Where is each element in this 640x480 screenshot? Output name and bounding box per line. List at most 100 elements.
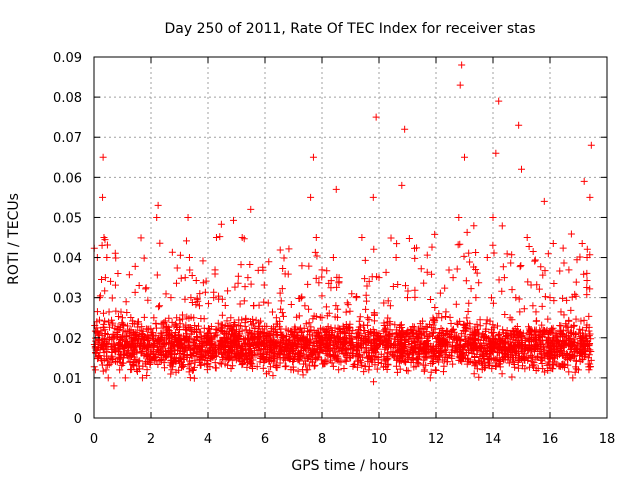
x-tick-label: 8	[318, 432, 326, 447]
data-point	[587, 348, 595, 356]
data-point	[538, 321, 546, 329]
data-point	[370, 378, 378, 386]
data-point	[552, 330, 560, 338]
data-point	[216, 345, 224, 353]
data-point	[168, 349, 176, 357]
data-point	[560, 344, 568, 352]
data-point	[510, 331, 518, 339]
data-point	[480, 354, 488, 362]
data-point	[243, 363, 251, 371]
data-point	[294, 367, 302, 375]
data-point	[551, 358, 559, 366]
y-tick-label: 0.03	[53, 292, 82, 307]
data-point	[474, 329, 482, 337]
data-point	[374, 359, 382, 367]
data-point	[188, 271, 196, 279]
data-point	[382, 268, 390, 276]
data-point	[289, 357, 297, 365]
data-point	[492, 149, 500, 157]
data-point	[399, 327, 407, 335]
data-point	[371, 328, 379, 336]
data-points	[90, 61, 595, 390]
data-point	[122, 298, 130, 306]
data-point	[494, 331, 502, 339]
data-point	[361, 363, 369, 371]
data-point	[101, 317, 109, 325]
data-point	[322, 303, 330, 311]
data-point	[229, 216, 237, 224]
data-point	[100, 356, 108, 364]
data-point	[515, 340, 523, 348]
data-point	[470, 370, 478, 378]
data-point	[332, 348, 340, 356]
data-point	[455, 213, 463, 221]
data-point	[431, 230, 439, 238]
data-point	[196, 342, 204, 350]
data-point	[556, 344, 564, 352]
data-point	[465, 347, 473, 355]
data-point	[384, 350, 392, 358]
data-point	[380, 299, 388, 307]
data-point	[298, 262, 306, 270]
data-point	[545, 336, 553, 344]
data-point	[539, 271, 547, 279]
data-point	[420, 342, 428, 350]
data-point	[342, 349, 350, 357]
data-point	[135, 281, 143, 289]
data-point	[550, 297, 558, 305]
data-point	[322, 325, 330, 333]
data-point	[264, 299, 272, 307]
data-point	[349, 351, 357, 359]
data-point	[211, 364, 219, 372]
data-point	[177, 335, 185, 343]
data-point	[381, 332, 389, 340]
data-point	[114, 326, 122, 334]
data-point	[244, 274, 252, 282]
data-point	[127, 335, 135, 343]
data-point	[131, 288, 139, 296]
data-point	[168, 248, 176, 256]
data-point	[101, 287, 109, 295]
data-point	[94, 355, 102, 363]
y-tick-label: 0.08	[53, 91, 82, 106]
data-point	[519, 329, 527, 337]
data-point	[521, 342, 529, 350]
data-point	[99, 193, 107, 201]
data-point	[208, 334, 216, 342]
data-point	[489, 299, 497, 307]
data-point	[437, 325, 445, 333]
data-point	[576, 329, 584, 337]
data-point	[462, 277, 470, 285]
data-point	[538, 337, 546, 345]
data-point	[342, 357, 350, 365]
data-point	[309, 358, 317, 366]
x-tick-label: 18	[599, 432, 616, 447]
data-point	[439, 356, 447, 364]
data-point	[524, 278, 532, 286]
data-point	[203, 366, 211, 374]
data-point	[108, 294, 116, 302]
data-point	[172, 358, 180, 366]
data-point	[508, 251, 516, 259]
x-tick-label: 10	[371, 432, 388, 447]
data-point	[549, 342, 557, 350]
data-point	[556, 267, 564, 275]
data-point	[556, 322, 564, 330]
data-point	[162, 347, 170, 355]
data-point	[130, 320, 138, 328]
plot-frame	[93, 56, 608, 419]
data-point	[484, 359, 492, 367]
data-point	[249, 342, 257, 350]
data-point	[409, 323, 417, 331]
data-point	[490, 356, 498, 364]
data-point	[486, 317, 494, 325]
data-point	[287, 300, 295, 308]
data-point	[99, 153, 107, 161]
data-point	[371, 354, 379, 362]
data-point	[220, 348, 228, 356]
data-point	[479, 330, 487, 338]
data-point	[516, 263, 524, 271]
data-point	[109, 356, 117, 364]
data-point	[215, 346, 223, 354]
data-point	[550, 361, 558, 369]
